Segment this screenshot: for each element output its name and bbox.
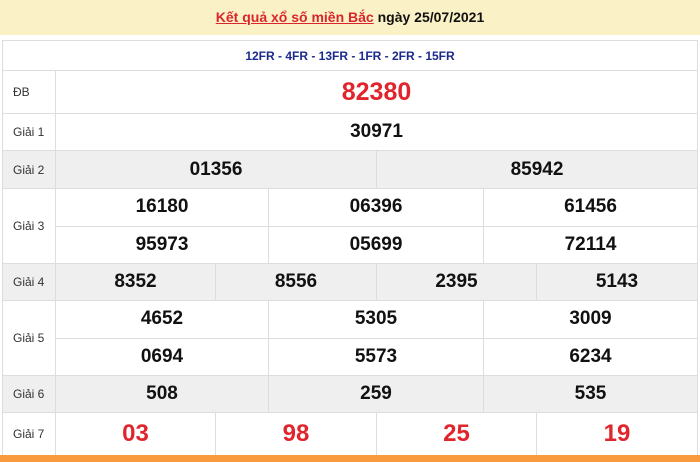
prize-label: Giải 6 — [3, 376, 56, 412]
page-header: Kết quả xổ số miền Bắc ngày 25/07/2021 — [0, 0, 700, 35]
prize-number: 5573 — [269, 338, 484, 375]
prize-label: Giải 7 — [3, 413, 56, 455]
prize-number: 30971 — [56, 114, 698, 150]
title-link[interactable]: Kết quả xổ số miền Bắc — [215, 9, 374, 25]
prize-number: 5305 — [269, 301, 484, 338]
prize-number: 2395 — [377, 264, 537, 300]
prize-number: 535 — [484, 376, 698, 412]
prize-number: 61456 — [484, 189, 698, 226]
prize-number: 508 — [56, 376, 269, 412]
ticket-codes: 12FR - 4FR - 13FR - 1FR - 2FR - 15FR — [3, 41, 698, 71]
prize-number: 98 — [216, 413, 377, 455]
prize-row: Giải 5 4652 5305 3009 0694 5573 6234 — [3, 301, 698, 376]
prize-number: 0694 — [56, 338, 269, 375]
prize-row: ĐB 82380 — [3, 71, 698, 114]
date-text: ngày 25/07/2021 — [373, 9, 485, 25]
prize-row: Giải 2 01356 85942 — [3, 151, 698, 189]
prize-row: Giải 7 03 98 25 19 — [3, 413, 698, 456]
prize-row: Giải 1 30971 — [3, 114, 698, 151]
prize-label: ĐB — [3, 71, 56, 113]
prize-number: 16180 — [56, 189, 269, 226]
prize-number: 25 — [377, 413, 537, 455]
prize-number: 03 — [56, 413, 216, 455]
prize-number: 72114 — [484, 226, 698, 263]
prize-label: Giải 3 — [3, 189, 56, 263]
prize-number: 95973 — [56, 226, 269, 263]
results-table: 12FR - 4FR - 13FR - 1FR - 2FR - 15FR ĐB 8… — [2, 40, 698, 456]
footer-bar — [0, 455, 700, 462]
prize-number: 85942 — [377, 151, 698, 188]
prize-number: 6234 — [484, 338, 698, 375]
prize-row: Giải 3 16180 06396 61456 95973 05699 72114 — [3, 189, 698, 264]
prize-row: Giải 4 8352 8556 2395 5143 — [3, 264, 698, 301]
prize-label: Giải 5 — [3, 301, 56, 375]
prize-label: Giải 1 — [3, 114, 56, 150]
prize-number: 06396 — [269, 189, 484, 226]
prize-number: 01356 — [56, 151, 377, 188]
prize-label: Giải 2 — [3, 151, 56, 188]
prize-number: 8352 — [56, 264, 216, 300]
prize-number: 4652 — [56, 301, 269, 338]
prize-row: Giải 6 508 259 535 — [3, 376, 698, 413]
prize-number: 259 — [269, 376, 484, 412]
prize-number: 8556 — [216, 264, 377, 300]
prize-number: 82380 — [56, 71, 698, 113]
prize-number: 19 — [537, 413, 698, 455]
prize-number: 05699 — [269, 226, 484, 263]
prize-label: Giải 4 — [3, 264, 56, 300]
prize-number: 3009 — [484, 301, 698, 338]
prize-number: 5143 — [537, 264, 698, 300]
